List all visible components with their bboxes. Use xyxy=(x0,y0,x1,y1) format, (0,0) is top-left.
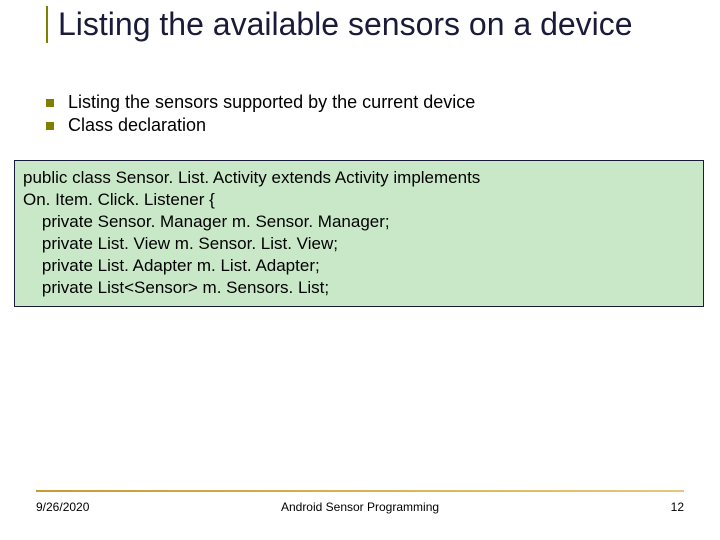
footer: 9/26/2020 Android Sensor Programming 12 xyxy=(36,500,684,514)
code-line: private Sensor. Manager m. Sensor. Manag… xyxy=(23,211,695,233)
bullet-text: Listing the sensors supported by the cur… xyxy=(68,92,475,113)
bullet-icon xyxy=(46,122,54,130)
footer-rule xyxy=(36,490,684,492)
code-line: private List. View m. Sensor. List. View… xyxy=(23,233,695,255)
slide-title: Listing the available sensors on a devic… xyxy=(58,6,633,43)
list-item: Class declaration xyxy=(46,115,475,136)
code-line: On. Item. Click. Listener { xyxy=(23,189,695,211)
code-line: private List. Adapter m. List. Adapter; xyxy=(23,255,695,277)
bullet-list: Listing the sensors supported by the cur… xyxy=(46,92,475,138)
list-item: Listing the sensors supported by the cur… xyxy=(46,92,475,113)
code-line: public class Sensor. List. Activity exte… xyxy=(23,167,695,189)
code-line: private List<Sensor> m. Sensors. List; xyxy=(23,277,695,299)
footer-date: 9/26/2020 xyxy=(36,500,89,514)
title-block: Listing the available sensors on a devic… xyxy=(46,6,633,43)
footer-title: Android Sensor Programming xyxy=(281,500,439,514)
code-block: public class Sensor. List. Activity exte… xyxy=(14,160,704,307)
bullet-text: Class declaration xyxy=(68,115,206,136)
bullet-icon xyxy=(46,99,54,107)
slide: Listing the available sensors on a devic… xyxy=(0,0,720,540)
footer-page-number: 12 xyxy=(671,500,684,514)
